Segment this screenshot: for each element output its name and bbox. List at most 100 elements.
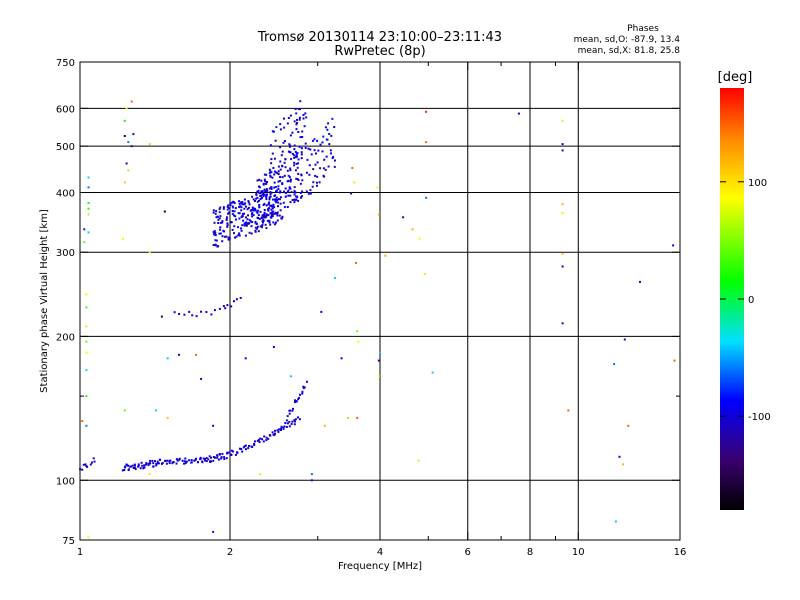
data-point — [282, 201, 285, 204]
data-point — [299, 100, 302, 103]
data-point — [294, 150, 297, 153]
data-point — [234, 207, 237, 210]
data-point — [202, 457, 205, 460]
data-point — [276, 429, 279, 432]
data-point — [240, 229, 243, 232]
data-point — [230, 221, 233, 224]
data-point — [299, 192, 302, 194]
data-point — [293, 201, 296, 204]
data-point — [85, 424, 88, 427]
data-point — [294, 418, 297, 421]
data-point — [245, 216, 247, 219]
data-point — [293, 120, 296, 123]
data-point — [288, 145, 291, 148]
data-point — [275, 221, 277, 224]
data-point — [316, 161, 319, 164]
data-point — [263, 216, 265, 218]
data-point — [259, 192, 262, 194]
data-point — [291, 131, 294, 134]
data-point — [133, 464, 136, 467]
data-point — [244, 223, 247, 226]
data-point — [207, 458, 210, 461]
data-point — [214, 243, 217, 246]
data-point — [277, 205, 279, 208]
data-point — [296, 196, 299, 199]
data-point — [272, 221, 275, 224]
data-point — [87, 536, 90, 539]
data-point — [194, 459, 197, 461]
data-point — [294, 401, 296, 404]
data-point — [137, 463, 140, 466]
data-point — [217, 218, 220, 221]
data-point — [137, 464, 140, 467]
data-point — [317, 149, 320, 152]
data-point — [245, 224, 248, 227]
data-point — [183, 313, 186, 316]
data-point — [274, 199, 277, 202]
data-point — [265, 439, 268, 442]
data-point — [331, 117, 334, 120]
data-point — [312, 168, 315, 171]
data-point — [197, 461, 199, 464]
data-point — [319, 167, 322, 170]
data-point — [122, 237, 124, 240]
data-point — [213, 309, 216, 312]
data-point — [157, 462, 160, 465]
data-point — [228, 451, 231, 454]
data-point — [257, 209, 260, 212]
data-point — [147, 464, 150, 467]
chart-subtitle: RwPretec (8p) — [334, 44, 425, 59]
data-point — [639, 280, 641, 283]
data-point — [228, 211, 231, 214]
data-point — [289, 194, 292, 197]
data-point — [309, 192, 312, 195]
data-point — [618, 455, 621, 458]
data-point — [85, 351, 88, 354]
data-point — [85, 293, 88, 296]
data-point — [306, 171, 308, 174]
data-point — [287, 194, 290, 197]
data-point — [226, 216, 228, 219]
data-point — [259, 437, 262, 440]
colorbar: [deg] 100 0 -100 — [718, 70, 771, 510]
data-point — [87, 207, 90, 210]
data-point — [130, 465, 133, 468]
data-point — [251, 215, 254, 218]
data-point — [254, 440, 256, 443]
data-point — [293, 193, 296, 196]
data-point — [231, 212, 234, 215]
data-point — [131, 464, 134, 467]
stats-x-mode: mean, sd,X: 81.8, 25.8 — [578, 46, 681, 56]
data-point — [173, 311, 176, 314]
data-point — [303, 386, 306, 389]
data-point — [280, 429, 282, 431]
data-point — [178, 458, 181, 461]
data-point — [273, 212, 276, 215]
data-point — [327, 165, 330, 168]
data-point — [178, 457, 181, 460]
data-point — [226, 304, 229, 307]
data-point — [283, 117, 285, 120]
data-point — [284, 195, 287, 198]
data-point — [231, 205, 234, 208]
data-point — [350, 192, 353, 195]
data-point — [166, 417, 169, 419]
data-point — [297, 398, 300, 401]
data-point — [210, 460, 213, 463]
data-point — [272, 198, 274, 201]
data-point — [85, 369, 88, 372]
data-point — [355, 261, 357, 264]
data-point — [204, 458, 206, 461]
data-point — [329, 149, 332, 152]
data-point — [277, 170, 280, 173]
data-point — [561, 252, 564, 255]
data-point — [243, 203, 246, 206]
data-point — [301, 179, 304, 182]
data-point — [256, 216, 259, 219]
data-point — [238, 232, 241, 235]
data-point — [258, 205, 261, 208]
data-point — [214, 212, 217, 215]
data-point — [82, 463, 85, 466]
data-point — [289, 144, 292, 147]
data-point — [288, 176, 291, 179]
